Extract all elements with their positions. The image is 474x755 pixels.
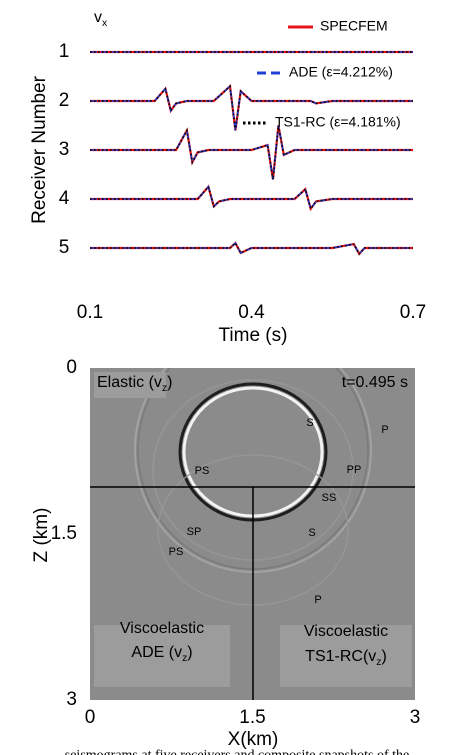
annotation-main: Viscoelastic [120, 620, 204, 637]
y-axis-label: Receiver Number [29, 75, 50, 223]
annotation-after: ) [187, 644, 192, 661]
label-box [94, 625, 230, 687]
annotation: TS1-RC(vz) [305, 648, 387, 667]
annotation-main: Elastic (v [97, 374, 162, 391]
annotation: t=0.495 s [342, 374, 408, 391]
trace [90, 125, 413, 180]
annotation-main: t=0.495 s [342, 374, 408, 391]
annotation-after: ) [381, 648, 386, 665]
annotation-main: TS1-RC(v [305, 648, 376, 665]
x-tick-label: 0 [85, 707, 96, 728]
legend-label: SPECFEM [320, 18, 388, 34]
caption: seismograms at five receivers and compos… [65, 748, 409, 755]
x-tick-label: 1.5 [239, 707, 265, 728]
wave-label: S [306, 417, 313, 429]
y-tick-label: 5 [59, 237, 70, 258]
panel-label: vx [94, 9, 108, 28]
trace [90, 125, 413, 180]
wave-label: P [381, 424, 388, 436]
trace [90, 185, 413, 211]
wave-label: SP [187, 526, 202, 538]
annotation-sub: z [162, 383, 167, 394]
label-box [280, 625, 412, 687]
y-tick-label: 1 [59, 41, 70, 62]
x-tick-label: 0.1 [77, 302, 103, 323]
y-tick-label: 4 [59, 188, 70, 209]
annotation-main: ADE (v [131, 644, 182, 661]
x-tick-label: 0.4 [238, 302, 265, 323]
panel-label-main: v [94, 9, 102, 26]
wave-label: PS [169, 546, 184, 558]
annotation: ADE (vz) [131, 644, 192, 663]
trace [90, 241, 413, 256]
label-box [94, 372, 166, 398]
y-tick-label: 3 [59, 139, 70, 160]
wave-label: P [314, 594, 321, 606]
y-tick-label: 0 [66, 357, 77, 378]
wave-label: PS [195, 465, 210, 477]
trace [90, 84, 413, 131]
annotation-after: ) [167, 374, 172, 391]
legend-label: ADE (ε=4.212%) [289, 64, 393, 80]
wave-label: PP [347, 464, 362, 476]
y-tick-label: 2 [59, 90, 70, 111]
annotation: Elastic (vz) [97, 374, 172, 393]
x-axis-label: X(km) [228, 729, 279, 750]
annotation-sub: z [182, 653, 187, 664]
y-tick-label: 3 [66, 689, 77, 710]
snapshot [90, 368, 415, 700]
wave-label: S [308, 527, 315, 539]
x-tick-label: 0.7 [400, 302, 426, 323]
trace [90, 184, 413, 212]
trace [90, 125, 413, 180]
legend-label: TS1-RC (ε=4.181%) [275, 114, 401, 130]
annotation: Viscoelastic [304, 623, 388, 640]
x-axis-label: Time (s) [219, 325, 288, 346]
panel-label-sub: x [102, 18, 108, 29]
wave-label: SS [322, 492, 337, 504]
annotation-main: Viscoelastic [304, 623, 388, 640]
y-tick-label: 1.5 [51, 523, 77, 544]
trace [90, 185, 413, 211]
annotation-sub: z [376, 657, 381, 668]
x-tick-label: 3 [410, 707, 421, 728]
annotation: Viscoelastic [120, 620, 204, 637]
y-axis-label: Z (km) [31, 508, 52, 563]
